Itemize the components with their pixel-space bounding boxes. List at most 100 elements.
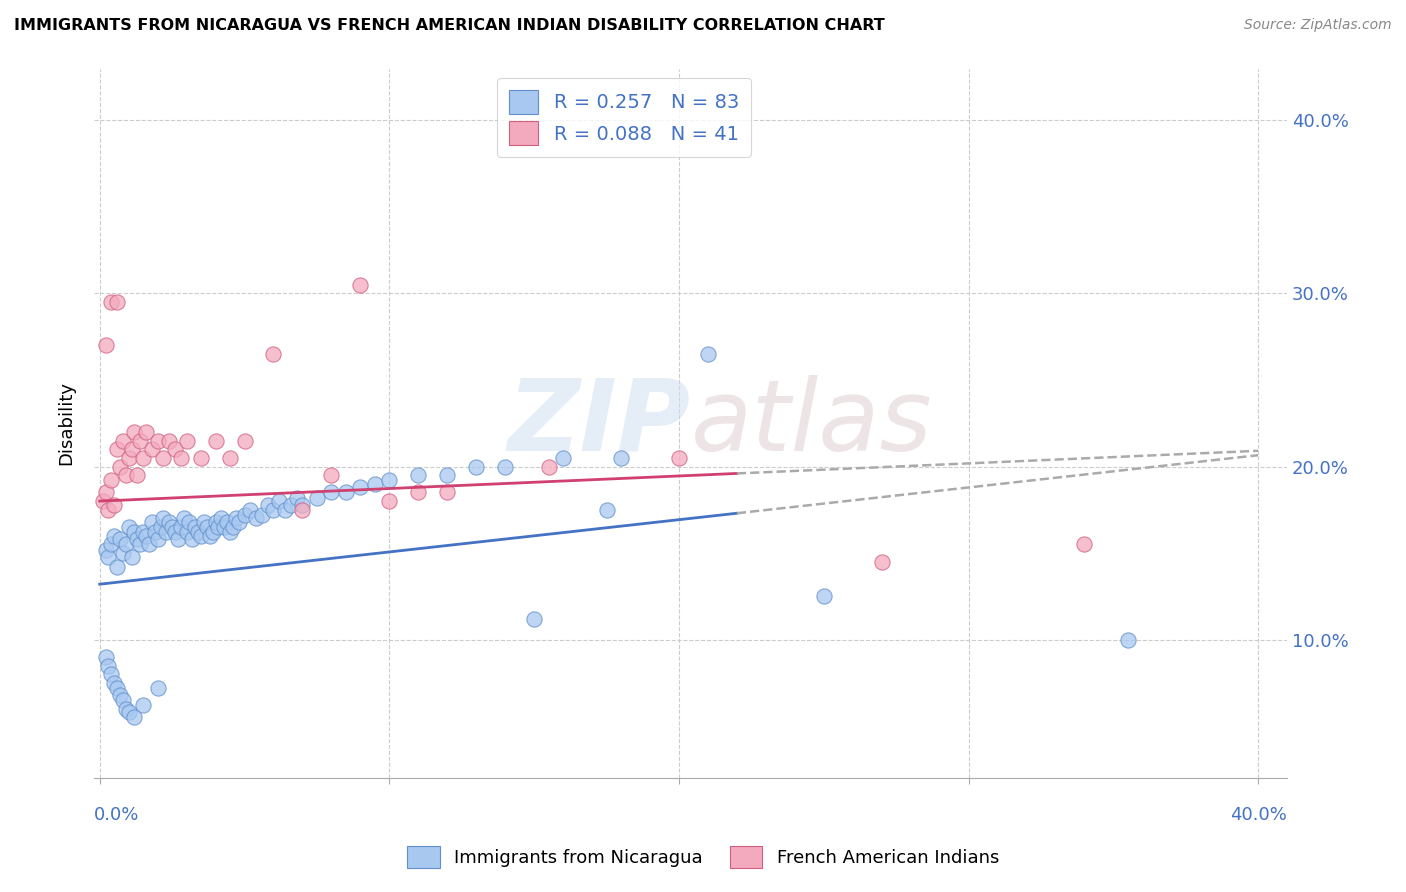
Point [91,494,114,508]
Point [103,498,125,512]
Point [127,468,149,483]
Point [160,520,183,534]
Point [263,503,285,517]
Point [167,532,190,546]
Point [228,515,250,529]
Point [204,434,226,448]
Text: 0.0%: 0.0% [94,806,139,824]
Point [305,491,328,505]
Point [121,442,143,457]
Point [121,549,143,564]
Point [378,494,401,508]
Point [94,649,117,664]
Point [291,503,314,517]
Point [696,347,718,361]
Point [111,434,134,448]
Point [163,525,186,540]
Point [94,338,117,352]
Point [135,425,157,439]
Point [378,474,401,488]
Point [176,525,198,540]
Point [118,450,141,465]
Point [108,459,131,474]
Point [219,450,242,465]
Point [111,693,134,707]
Point [118,705,141,719]
Point [184,520,207,534]
Point [114,537,136,551]
Point [132,698,155,713]
Point [204,515,226,529]
Point [212,520,235,534]
Point [245,511,267,525]
Point [111,546,134,560]
Point [152,511,174,525]
Point [256,498,278,512]
Point [103,676,125,690]
Point [269,494,291,508]
Point [173,511,195,525]
Text: 40.0%: 40.0% [1230,806,1286,824]
Point [263,347,285,361]
Point [105,681,128,695]
Point [146,681,169,695]
Point [349,480,371,494]
Point [274,503,297,517]
Point [321,485,343,500]
Point [610,450,633,465]
Text: ZIP: ZIP [508,375,690,472]
Text: Source: ZipAtlas.com: Source: ZipAtlas.com [1244,18,1392,32]
Y-axis label: Disability: Disability [58,381,75,466]
Point [465,459,488,474]
Point [523,612,546,626]
Point [127,532,149,546]
Point [105,442,128,457]
Point [190,529,212,543]
Point [108,532,131,546]
Point [138,537,160,551]
Point [146,532,169,546]
Point [163,442,186,457]
Point [124,425,146,439]
Point [595,503,617,517]
Point [100,667,122,681]
Point [335,485,357,500]
Point [157,515,180,529]
Point [100,537,122,551]
Point [103,529,125,543]
Point [141,442,163,457]
Point [349,277,371,292]
Point [100,474,122,488]
Point [813,590,835,604]
Point [143,525,166,540]
Point [190,450,212,465]
Point [97,503,120,517]
Point [209,511,232,525]
Point [105,560,128,574]
Point [321,468,343,483]
Point [179,515,201,529]
Point [239,503,262,517]
Point [170,520,193,534]
Point [187,525,209,540]
Point [118,520,141,534]
Point [201,525,224,540]
Point [198,529,221,543]
Point [141,515,163,529]
Point [219,525,242,540]
Point [108,688,131,702]
Point [285,491,308,505]
Point [551,450,574,465]
Point [132,525,155,540]
Point [193,515,215,529]
Point [124,525,146,540]
Point [1116,632,1139,647]
Point [291,498,314,512]
Point [129,537,152,551]
Point [94,542,117,557]
Point [152,450,174,465]
Point [135,529,157,543]
Point [668,450,690,465]
Point [170,450,193,465]
Point [195,520,218,534]
